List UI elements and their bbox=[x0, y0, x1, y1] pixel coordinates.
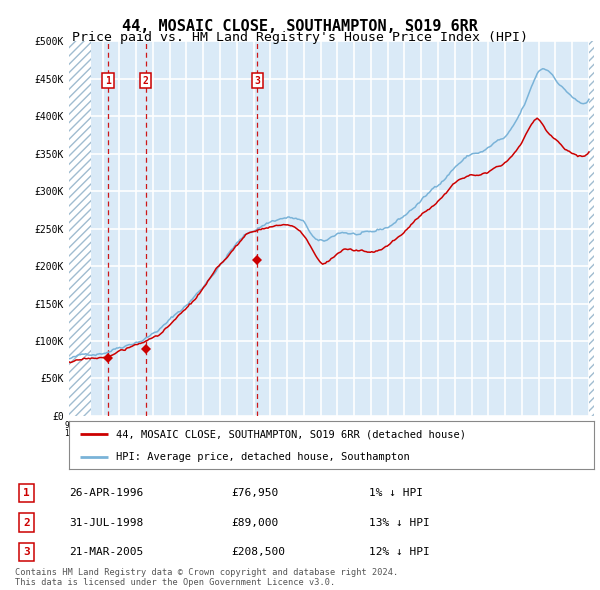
Text: 3: 3 bbox=[23, 547, 30, 557]
Text: Price paid vs. HM Land Registry's House Price Index (HPI): Price paid vs. HM Land Registry's House … bbox=[72, 31, 528, 44]
Text: 1: 1 bbox=[105, 76, 111, 86]
Text: 26-APR-1996: 26-APR-1996 bbox=[70, 489, 144, 498]
Text: £76,950: £76,950 bbox=[231, 489, 278, 498]
Text: 3: 3 bbox=[254, 76, 260, 86]
Text: 44, MOSAIC CLOSE, SOUTHAMPTON, SO19 6RR (detached house): 44, MOSAIC CLOSE, SOUTHAMPTON, SO19 6RR … bbox=[116, 429, 466, 439]
Text: 2: 2 bbox=[143, 76, 149, 86]
Text: 2: 2 bbox=[23, 517, 30, 527]
Text: 21-MAR-2005: 21-MAR-2005 bbox=[70, 547, 144, 557]
Text: £208,500: £208,500 bbox=[231, 547, 285, 557]
Text: 1% ↓ HPI: 1% ↓ HPI bbox=[369, 489, 423, 498]
Bar bbox=[69, 41, 91, 416]
Text: 44, MOSAIC CLOSE, SOUTHAMPTON, SO19 6RR: 44, MOSAIC CLOSE, SOUTHAMPTON, SO19 6RR bbox=[122, 19, 478, 34]
Bar bbox=[589, 41, 594, 416]
Text: 13% ↓ HPI: 13% ↓ HPI bbox=[369, 517, 430, 527]
Text: Contains HM Land Registry data © Crown copyright and database right 2024.
This d: Contains HM Land Registry data © Crown c… bbox=[15, 568, 398, 587]
Text: £89,000: £89,000 bbox=[231, 517, 278, 527]
Text: 12% ↓ HPI: 12% ↓ HPI bbox=[369, 547, 430, 557]
Text: 1: 1 bbox=[23, 489, 30, 498]
Text: HPI: Average price, detached house, Southampton: HPI: Average price, detached house, Sout… bbox=[116, 453, 410, 463]
Text: 31-JUL-1998: 31-JUL-1998 bbox=[70, 517, 144, 527]
